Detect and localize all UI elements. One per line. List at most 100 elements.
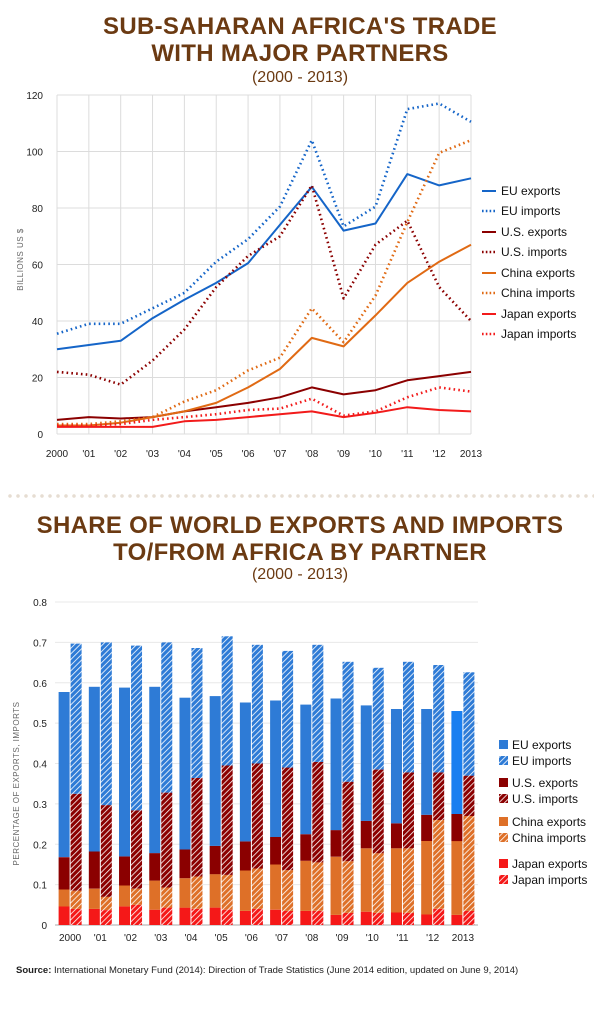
- line-chart-title-line2: WITH MAJOR PARTNERS: [151, 40, 449, 67]
- bar-u-s-exports-09: [330, 830, 342, 857]
- bar-china-exports-2013: [451, 841, 463, 915]
- bar-x-tick-label: '04: [184, 933, 197, 944]
- bar-china-imports-11: [402, 848, 414, 913]
- bar-china-imports-2013: [463, 816, 475, 911]
- bar-u-s-exports-02: [119, 856, 131, 886]
- line-y-tick-label: 60: [32, 261, 44, 272]
- line-x-tick-label: '04: [178, 449, 191, 460]
- line-x-tick-label: 2013: [460, 449, 483, 460]
- line-series-u-s-exports: [56, 370, 472, 421]
- bar-china-imports-2000: [70, 890, 82, 909]
- bar-china-exports-09: [330, 856, 342, 915]
- bar-japan-imports-2013: [463, 910, 475, 925]
- bar-eu-imports-11: [402, 661, 414, 773]
- bar-eu-exports-09: [330, 698, 342, 831]
- bar-japan-imports-2000: [70, 908, 82, 925]
- line-y-tick-label: 100: [26, 148, 43, 159]
- bar-u-s-exports-07: [270, 837, 282, 865]
- bar-eu-exports-08: [300, 704, 312, 835]
- line-x-tick-label: '01: [82, 449, 95, 460]
- legend-label: EU imports: [501, 204, 560, 218]
- line-x-tick-label: '05: [210, 449, 223, 460]
- legend-swatch-solid: [499, 740, 508, 749]
- bar-eu-imports-09: [342, 661, 354, 782]
- bar-japan-imports-08: [312, 910, 324, 925]
- bar-y-axis-label: PERCENTAGE OF EXPORTS, IMPORTS: [12, 702, 21, 866]
- bar-u-s-exports-11: [390, 823, 402, 849]
- legend-label: EU imports: [512, 754, 571, 768]
- bar-japan-imports-06: [251, 908, 263, 925]
- legend-label: China imports: [512, 831, 586, 845]
- bar-eu-imports-06: [251, 644, 263, 764]
- bar-china-exports-05: [209, 874, 221, 908]
- legend-swatch-solid: [499, 778, 508, 787]
- bar-u-s-exports-08: [300, 834, 312, 861]
- bar-eu-exports-02: [119, 687, 131, 857]
- legend-swatch-solid: [499, 859, 508, 868]
- bar-japan-exports-06: [239, 910, 251, 925]
- bar-y-tick-label: 0.2: [33, 840, 47, 851]
- line-series-japan-imports: [57, 386, 472, 427]
- bar-eu-exports-07: [270, 700, 282, 837]
- bar-china-exports-02: [119, 885, 131, 907]
- bar-eu-imports-10: [372, 667, 384, 770]
- legend-swatch-hatched: [499, 794, 508, 803]
- bar-eu-exports-2013: [451, 711, 463, 814]
- bar-eu-imports-07: [282, 650, 294, 768]
- bar-china-exports-2000: [58, 889, 70, 907]
- bar-u-s-imports-05: [221, 765, 233, 875]
- bar-chart-title: SHARE OF WORLD EXPORTS AND IMPORTS TO/FR…: [0, 512, 600, 566]
- bar-eu-imports-12: [433, 665, 445, 773]
- line-y-axis-label: BILLIONS US $: [16, 228, 25, 291]
- bar-chart-subtitle: (2000 - 2013): [251, 566, 349, 583]
- bar-x-tick-label: '10: [366, 933, 379, 944]
- line-x-tick-label: '02: [114, 449, 127, 460]
- legend-swatch-hatched: [499, 875, 508, 884]
- legend-swatch-hatched: [499, 756, 508, 765]
- bar-u-s-imports-07: [282, 767, 294, 871]
- bar-china-exports-08: [300, 860, 312, 911]
- bar-eu-exports-03: [149, 686, 161, 854]
- bar-u-s-exports-10: [360, 820, 372, 849]
- legend-label: U.S. imports: [512, 792, 578, 806]
- bar-x-tick-label: '02: [124, 933, 137, 944]
- bar-y-tick-label: 0.3: [33, 800, 47, 811]
- bar-u-s-exports-2013: [451, 814, 463, 842]
- bar-u-s-imports-03: [161, 792, 173, 888]
- bar-china-imports-08: [312, 862, 324, 911]
- line-chart-title-line1: SUB-SAHARAN AFRICA'S TRADE: [103, 13, 497, 40]
- bar-china-exports-06: [239, 870, 251, 911]
- bar-china-exports-12: [421, 841, 433, 915]
- bar-u-s-exports-03: [149, 853, 161, 881]
- bar-u-s-imports-01: [100, 805, 112, 897]
- line-y-tick-label: 80: [32, 204, 44, 215]
- bar-japan-exports-09: [330, 914, 342, 925]
- source-text: International Monetary Fund (2014): Dire…: [54, 965, 519, 976]
- bar-japan-exports-03: [149, 909, 161, 925]
- line-series-japan-exports: [57, 406, 472, 428]
- bar-japan-imports-01: [100, 910, 112, 925]
- bar-japan-imports-09: [342, 912, 354, 925]
- bar-japan-imports-12: [433, 908, 445, 925]
- bar-china-imports-06: [251, 868, 263, 909]
- line-x-tick-label: '11: [401, 449, 414, 460]
- bar-china-exports-01: [88, 888, 100, 909]
- bar-x-tick-label: '12: [426, 933, 439, 944]
- bar-x-tick-label: '07: [275, 933, 288, 944]
- line-x-tick-label: '08: [305, 449, 318, 460]
- bar-eu-imports-05: [221, 636, 233, 766]
- bar-eu-imports-03: [161, 642, 173, 793]
- legend-label: Japan imports: [512, 873, 587, 887]
- line-chart-title: SUB-SAHARAN AFRICA'S TRADE WITH MAJOR PA…: [0, 13, 600, 67]
- bar-eu-imports-2000: [70, 643, 82, 794]
- legend-swatch-solid: [499, 817, 508, 826]
- legend-label: U.S. exports: [501, 225, 567, 239]
- line-series-eu-exports: [56, 173, 472, 351]
- bar-u-s-exports-2000: [58, 857, 70, 890]
- bar-x-tick-label: '01: [94, 933, 107, 944]
- legend-label: EU exports: [512, 738, 571, 752]
- legend-label: Japan exports: [512, 857, 587, 871]
- bar-x-tick-label: '08: [305, 933, 318, 944]
- line-x-tick-label: '06: [242, 449, 255, 460]
- bar-eu-imports-02: [131, 645, 143, 811]
